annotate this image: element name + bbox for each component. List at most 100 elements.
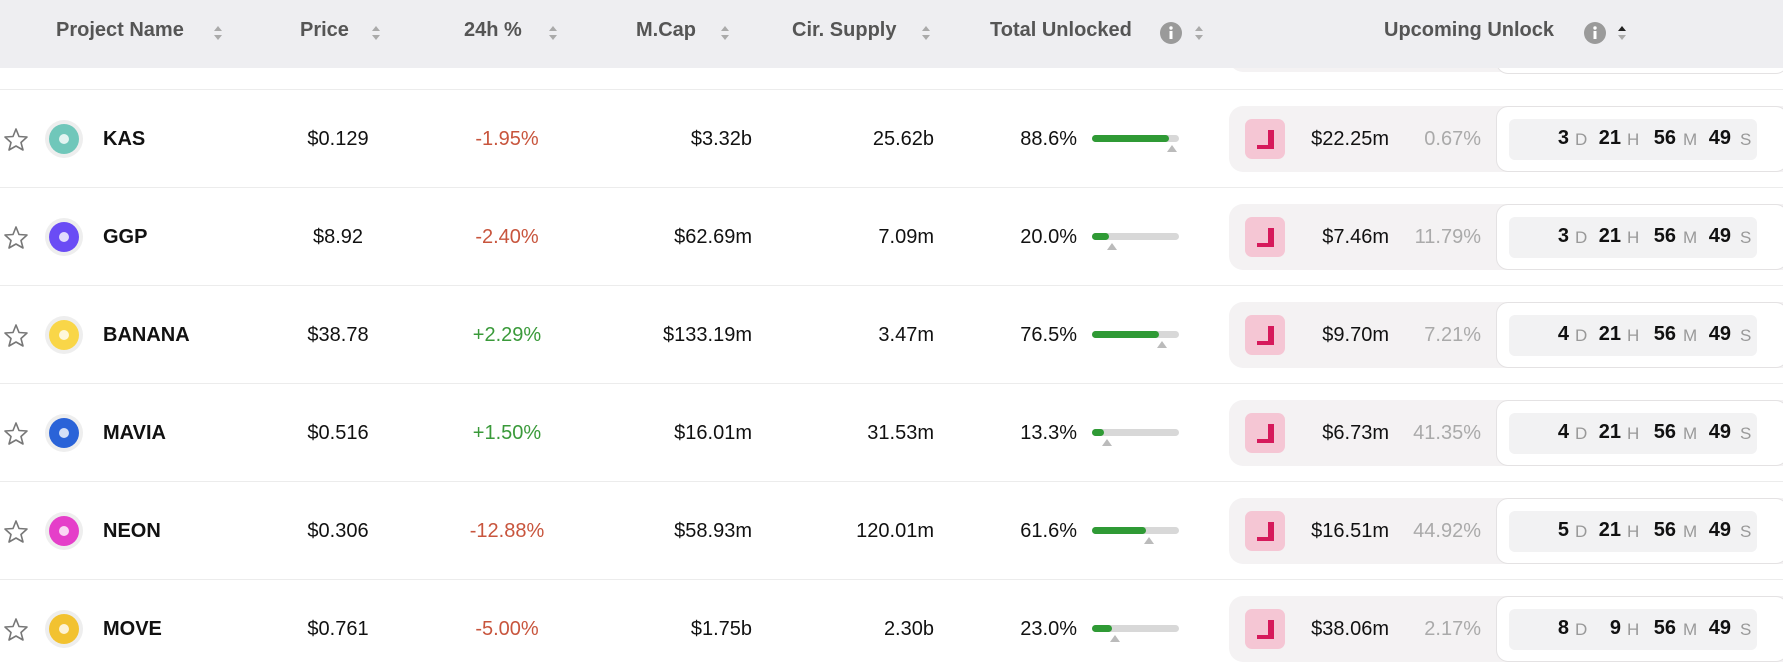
progress-fill [1092,135,1170,142]
unlock-icon [1245,119,1285,159]
countdown-number: 21 [1598,421,1621,443]
countdown-number: 49 [1708,617,1731,639]
countdown-unit: S [1740,620,1752,639]
market-cap: $58.93m [674,520,752,542]
info-icon [1584,22,1606,44]
countdown-number: 56 [1653,617,1676,639]
market-cap: $16.01m [674,422,752,444]
countdown-number: 3 [1557,225,1569,247]
favorite-star[interactable] [3,421,29,445]
token-name: MOVE [103,618,162,640]
countdown-number: 56 [1653,519,1676,541]
token-name: GGP [103,226,148,248]
progress-track [1092,233,1179,240]
column-header: 24h % [464,19,522,41]
total-unlocked: 88.6% [1020,128,1077,150]
column-header: Cir. Supply [792,19,897,41]
countdown-unit: H [1627,620,1640,639]
countdown-number: 21 [1598,323,1621,345]
progress-track [1092,625,1179,632]
row-separator [0,481,1783,482]
countdown-number: 49 [1708,225,1731,247]
countdown-number: 21 [1598,225,1621,247]
progress-fill [1092,429,1104,436]
unlock-value: $9.70m [1322,324,1389,346]
row-separator [0,89,1783,90]
circulating-supply: 25.62b [872,128,934,150]
countdown-number: 4 [1557,323,1569,345]
sort-icon[interactable] [921,24,931,42]
countdown-number: 56 [1653,127,1676,149]
favorite-star[interactable] [3,617,29,641]
market-cap: $1.75b [690,618,752,640]
token-name: KAS [103,128,146,150]
favorite-star[interactable] [3,519,29,543]
countdown-number: 49 [1708,127,1731,149]
token-name: BANANA [103,324,190,346]
countdown-unit: D [1575,130,1588,149]
unlock-value: $6.73m [1322,422,1389,444]
token-icon [45,414,83,452]
favorite-star[interactable] [3,225,29,249]
favorite-star[interactable] [3,323,29,347]
countdown-inner [1509,217,1757,258]
unlock-icon [1245,413,1285,453]
unlock-value: $38.06m [1311,618,1389,640]
circulating-supply: 7.09m [878,226,934,248]
countdown-unit: D [1575,424,1588,443]
next-unlock-marker [1101,439,1112,446]
next-unlock-marker [1110,635,1120,642]
countdown-number: 5 [1557,519,1569,541]
sort-icon[interactable] [720,24,730,42]
progress-fill [1092,233,1110,240]
countdown-unit: H [1627,130,1640,149]
progress-fill [1092,527,1146,534]
circulating-supply: 2.30b [883,618,934,640]
price: $0.516 [307,422,369,444]
market-cap: $133.19m [663,324,752,346]
countdown-unit: S [1740,130,1752,149]
column-header: M.Cap [636,19,696,41]
price: $0.129 [307,128,369,150]
market-cap: $62.69m [674,226,752,248]
countdown-unit: M [1683,522,1698,541]
row-separator [0,187,1783,188]
countdown-number: 8 [1557,617,1569,639]
countdown-unit: H [1627,522,1640,541]
sort-icon[interactable] [1194,24,1204,42]
unlock-percent: 41.35% [1413,422,1481,444]
circulating-supply: 3.47m [878,324,934,346]
unlock-icon [1245,315,1285,355]
row-separator [0,383,1783,384]
countdown-unit: M [1683,424,1698,443]
countdown-unit: D [1575,326,1588,345]
countdown-unit: M [1683,228,1698,247]
unlock-percent: 0.67% [1424,128,1481,150]
next-unlock-marker [1167,145,1178,152]
sort-icon[interactable] [371,24,381,42]
countdown-unit: M [1683,130,1698,149]
column-header: Price [300,19,349,41]
price: $0.306 [307,520,369,542]
token-icon [45,512,83,550]
next-unlock-marker [1156,341,1167,348]
row-separator [0,285,1783,286]
token-name: NEON [103,520,161,542]
price: $8.92 [312,226,364,248]
countdown-number: 21 [1598,519,1621,541]
countdown-unit: H [1627,424,1640,443]
unlock-percent: 2.17% [1424,618,1481,640]
total-unlocked: 61.6% [1020,520,1077,542]
circulating-supply: 120.01m [856,520,934,542]
sort-icon[interactable] [213,24,223,42]
sort-icon[interactable] [548,24,558,42]
countdown-number: 9 [1609,617,1621,639]
column-header: Project Name [56,19,184,41]
change-24h: +1.50% [472,422,542,444]
unlock-icon [1245,217,1285,257]
countdown-number: 49 [1708,323,1731,345]
sort-icon[interactable] [1617,24,1627,42]
favorite-star[interactable] [3,127,29,151]
unlock-value: $16.51m [1311,520,1389,542]
